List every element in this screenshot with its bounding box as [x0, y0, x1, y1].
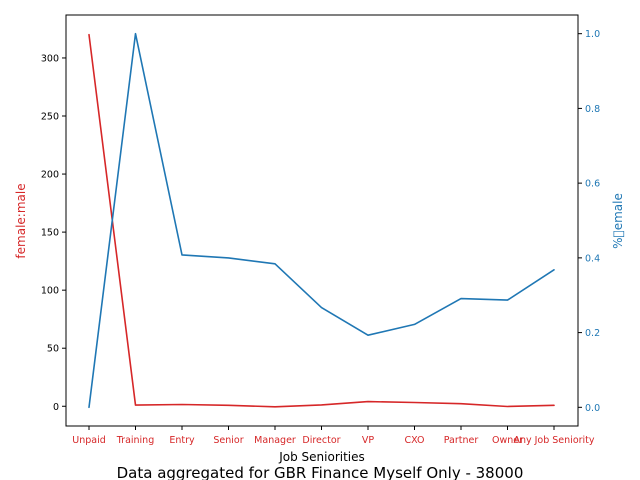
- series-line-percent-female: [88, 32, 555, 409]
- x-tick-label: Training: [116, 435, 155, 446]
- x-tick-label: VP: [362, 435, 374, 446]
- x-tick-label: Entry: [169, 435, 195, 446]
- left-y-tick-label: 250: [41, 112, 59, 123]
- left-y-axis: 0 50 100 150 200 250 300: [41, 53, 66, 413]
- chart-caption: Data aggregated for GBR Finance Myself O…: [117, 464, 524, 480]
- x-tick-label: Senior: [213, 435, 243, 446]
- x-tick-label: CXO: [404, 435, 424, 446]
- x-axis: Unpaid Training Entry Senior Manager Director…: [72, 426, 595, 446]
- plot-lines: [88, 32, 555, 409]
- x-tick-label: Partner: [444, 435, 479, 446]
- right-y-tick-label: 0.4: [585, 253, 600, 264]
- right-y-tick-label: 1.0: [585, 29, 600, 40]
- left-y-tick-label: 150: [41, 228, 59, 239]
- x-axis-label: Job Seniorities: [278, 450, 365, 464]
- right-y-tick-label: 0.8: [585, 104, 600, 115]
- x-tick-label: Unpaid: [72, 435, 106, 446]
- left-y-tick-label: 100: [41, 286, 59, 297]
- x-tick-label: Any Job Seniority: [513, 435, 594, 446]
- left-y-tick-label: 0: [53, 402, 59, 413]
- right-y-axis-label: % emale: [611, 193, 625, 249]
- right-y-tick-label: 0.0: [585, 403, 600, 414]
- right-y-tick-label: 0.2: [585, 328, 600, 339]
- left-y-axis-label: female:male: [14, 183, 28, 258]
- left-y-tick-label: 50: [47, 344, 59, 355]
- right-y-tick-label: 0.6: [585, 179, 600, 190]
- x-tick-label: Owner: [492, 435, 523, 446]
- x-tick-label: Director: [302, 435, 340, 446]
- left-y-tick-label: 200: [41, 170, 59, 181]
- left-y-tick-label: 300: [41, 53, 59, 64]
- series-line-female-male-ratio: [88, 33, 555, 408]
- right-y-axis: 0.0 0.2 0.4 0.6 0.8 1.0: [578, 29, 600, 414]
- x-tick-label: Manager: [254, 435, 296, 446]
- plot-frame: [65, 14, 579, 427]
